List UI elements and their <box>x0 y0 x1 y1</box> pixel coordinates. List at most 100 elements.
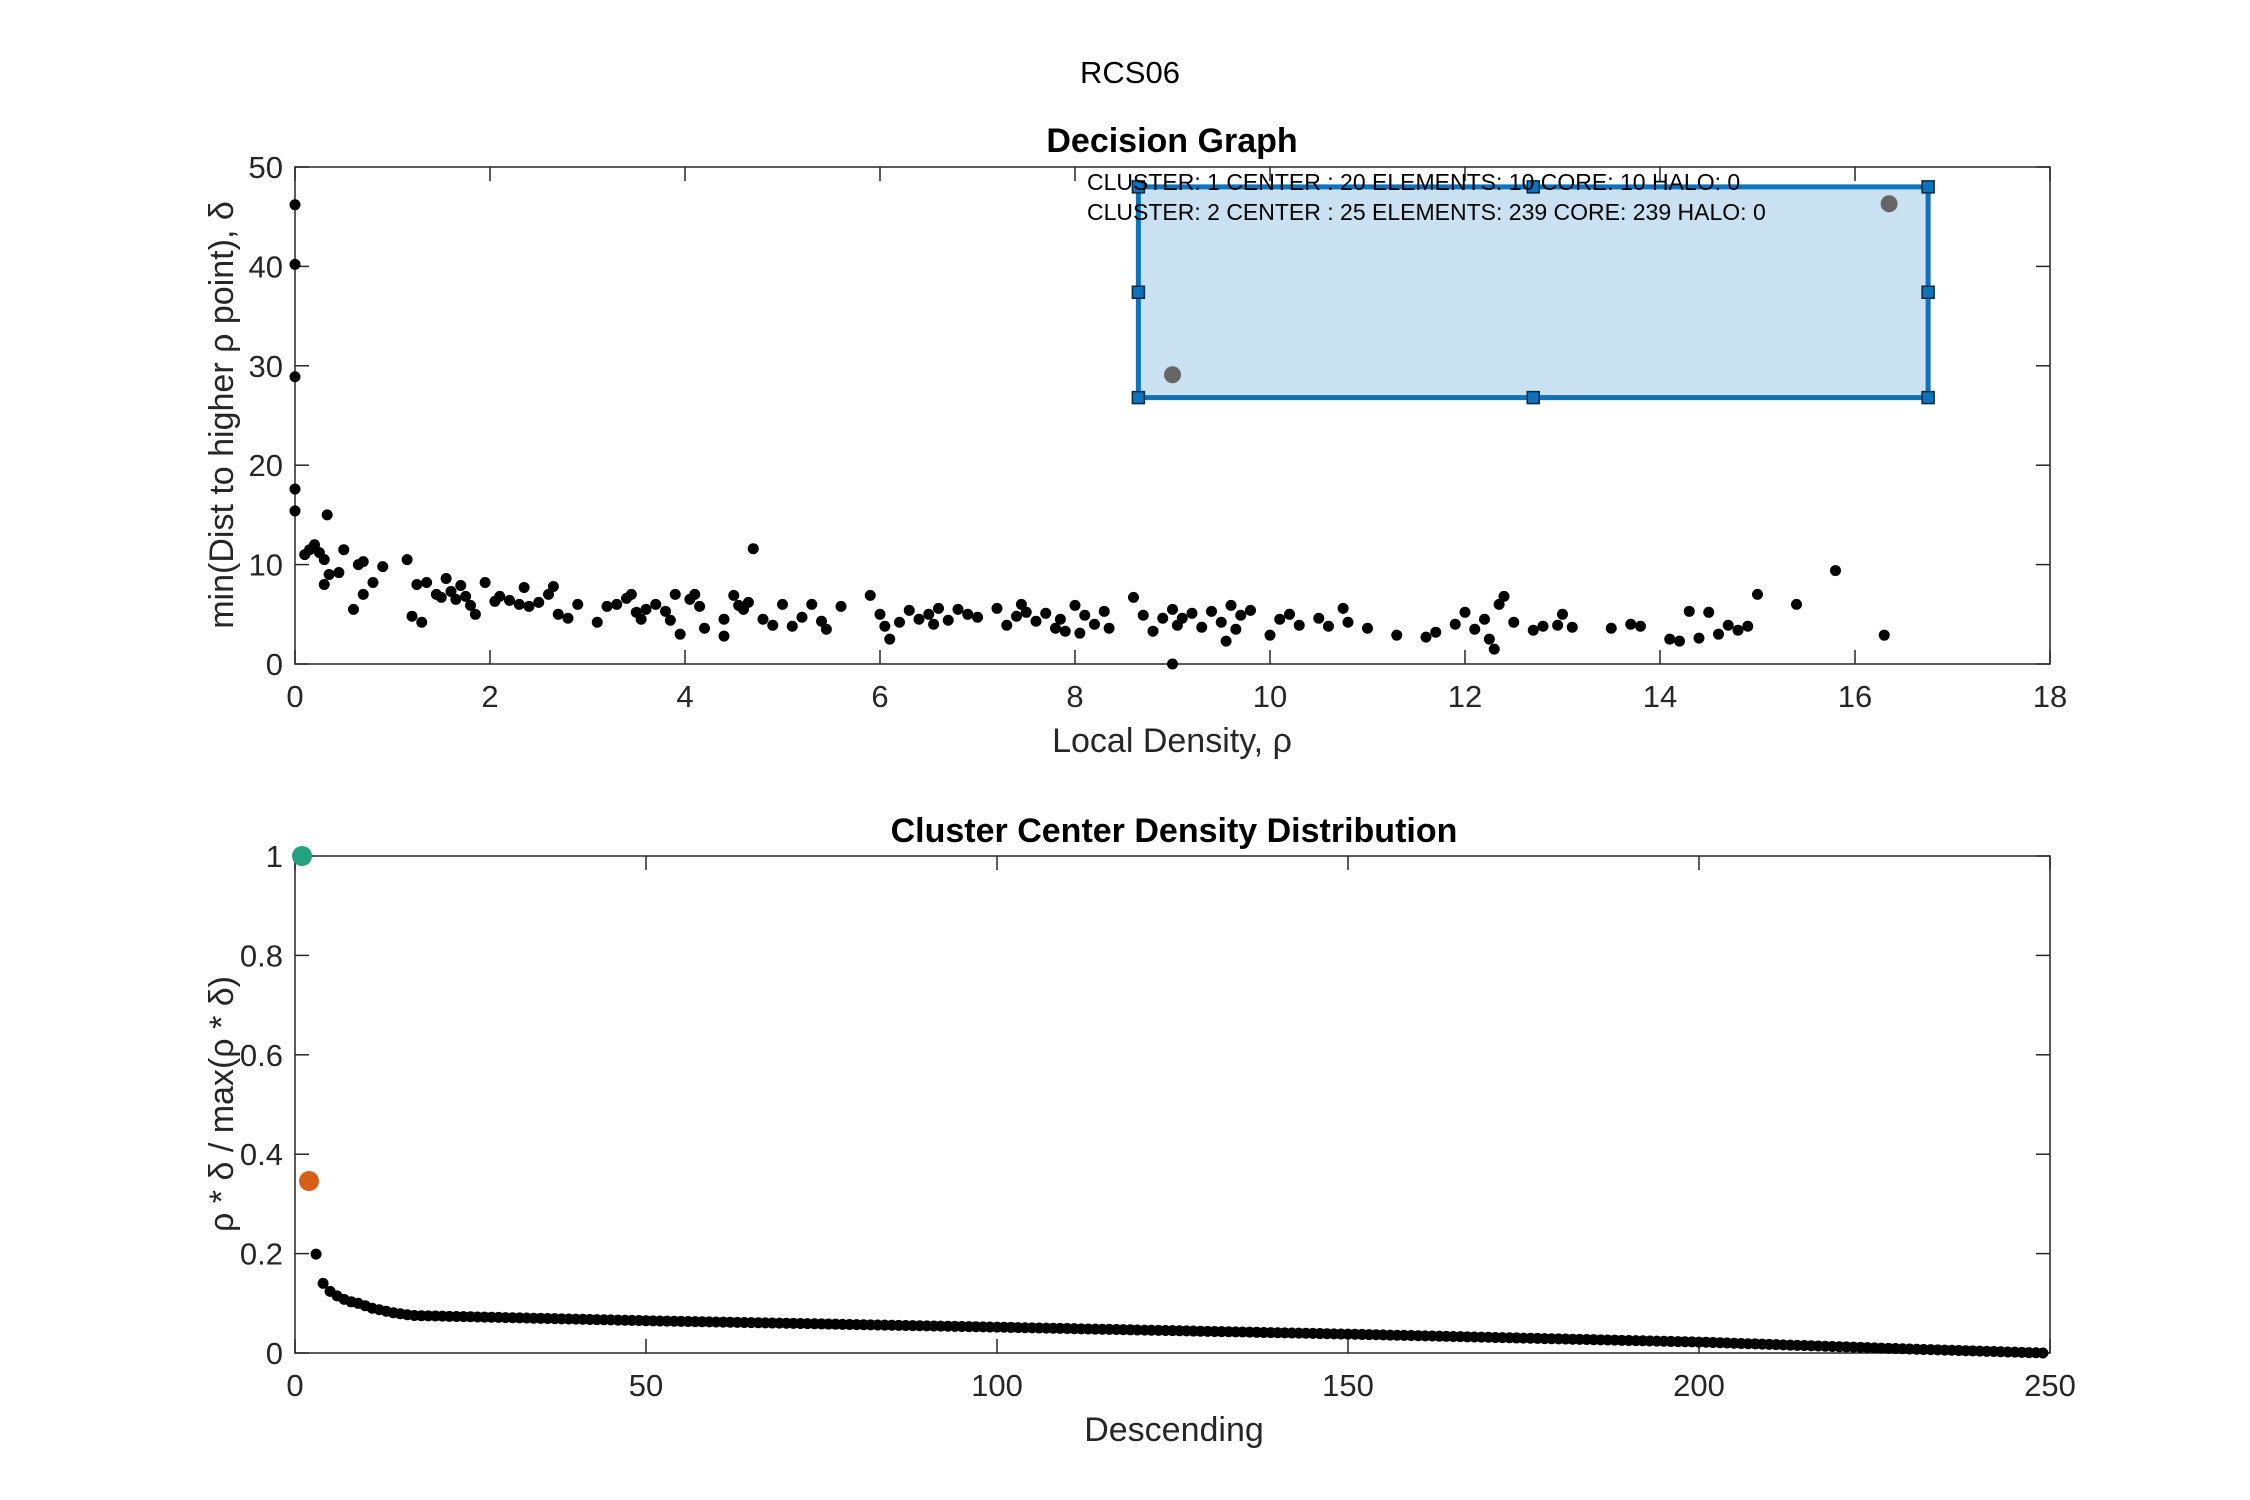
decision-graph-point <box>333 567 345 579</box>
density-distribution-point <box>2037 1347 2049 1359</box>
decision-graph-point <box>469 608 481 620</box>
decision-graph-point <box>962 608 974 620</box>
decision-graph-ylabel: min(Dist to higher ρ point), δ <box>203 201 241 629</box>
decision-graph-point <box>1128 591 1139 603</box>
decision-graph-point <box>1323 620 1334 632</box>
decision-graph-point <box>1479 613 1490 625</box>
decision-graph-point <box>504 594 515 606</box>
decision-graph-point <box>562 612 574 624</box>
decision-graph-point <box>445 585 457 597</box>
density-distribution-plot-area <box>294 855 2051 1354</box>
decision-graph-point <box>1167 658 1178 670</box>
decision-graph-point <box>1537 620 1549 632</box>
decision-graph-point <box>1220 635 1232 647</box>
density-distribution-ytick-label: 1 <box>266 839 283 874</box>
decision-graph-point <box>289 483 301 495</box>
decision-graph-point <box>435 591 447 603</box>
selection-resize-handle[interactable] <box>1526 180 1540 194</box>
decision-graph-xtick-label: 16 <box>1838 679 1872 714</box>
decision-graph-point <box>455 579 467 591</box>
decision-graph-title: Decision Graph <box>1046 122 1297 160</box>
decision-graph-point <box>913 613 925 625</box>
decision-graph-point <box>806 598 818 610</box>
decision-graph-point <box>1020 606 1032 618</box>
decision-graph-selected-points <box>1164 195 1898 384</box>
decision-graph-point <box>884 633 896 645</box>
cluster-1-annotation: CLUSTER: 1 CENTER : 20 ELEMENTS: 10 CORE… <box>1087 169 1740 195</box>
cluster-2-annotation: CLUSTER: 2 CENTER : 25 ELEMENTS: 239 COR… <box>1087 199 1766 225</box>
decision-graph-point <box>1362 622 1373 634</box>
selection-resize-handle[interactable] <box>1526 390 1540 405</box>
decision-graph-point <box>1508 616 1520 628</box>
decision-graph-point <box>1337 602 1349 614</box>
selection-resize-handle[interactable] <box>1921 285 1935 299</box>
decision-graph-point <box>879 620 891 632</box>
density-distribution-ylabel: ρ * δ / max(ρ * δ) <box>203 976 241 1232</box>
decision-graph-point <box>416 616 428 628</box>
decision-graph-point <box>694 600 706 612</box>
decision-graph-ytick-label: 50 <box>249 150 283 185</box>
decision-graph-point <box>874 608 886 620</box>
decision-graph-point <box>1147 625 1159 637</box>
decision-graph-point <box>664 614 676 626</box>
decision-graph-point <box>1635 620 1646 632</box>
selection-rectangle[interactable] <box>1135 184 1931 401</box>
decision-graph-point <box>1196 621 1208 633</box>
decision-graph-points <box>289 199 1890 670</box>
decision-graph-point <box>942 614 954 626</box>
density-distribution-xtick-label: 150 <box>1322 1368 1374 1403</box>
decision-graph-point <box>1674 635 1685 647</box>
decision-graph-point <box>1176 612 1188 624</box>
decision-graph-point <box>991 602 1003 614</box>
decision-graph-point <box>1420 631 1432 643</box>
decision-graph-point <box>338 544 350 556</box>
selection-resize-handle[interactable] <box>1921 180 1935 194</box>
decision-graph-point <box>718 630 730 642</box>
decision-graph-point <box>1206 605 1217 617</box>
density-distribution-ytick-label: 0.8 <box>240 938 283 973</box>
decision-graph-point <box>1552 619 1564 631</box>
decision-graph-point <box>1186 607 1198 619</box>
decision-graph-point <box>547 580 559 592</box>
decision-graph-ytick-label: 0 <box>266 647 283 682</box>
decision-graph-point <box>835 600 847 612</box>
decision-graph-point <box>928 618 940 630</box>
decision-graph-point <box>640 603 652 615</box>
density-distribution-xtick-label: 200 <box>1673 1368 1725 1403</box>
cluster-1-center-point <box>292 846 313 866</box>
selection-resize-handle[interactable] <box>1131 180 1146 194</box>
decision-graph-xtick-label: 14 <box>1643 679 1677 714</box>
decision-graph-point <box>1074 627 1086 639</box>
decision-graph-point <box>1015 598 1027 610</box>
decision-graph-point <box>611 598 623 610</box>
decision-graph-point <box>1683 605 1695 617</box>
decision-graph-point <box>796 611 808 623</box>
density-distribution-x-ticks: 0 50 100 150 200 250 <box>286 856 2076 1403</box>
selection-box[interactable] <box>1131 180 1935 405</box>
selection-resize-handle[interactable] <box>1921 390 1935 405</box>
decision-graph-point <box>1293 619 1305 631</box>
decision-graph-point <box>625 588 637 600</box>
density-distribution-point <box>310 1248 322 1260</box>
decision-graph-point <box>552 608 564 620</box>
density-distribution-y-ticks: 0 0.2 0.4 0.6 0.8 1 <box>240 839 2050 1371</box>
figure-suptitle: RCS06 <box>1080 55 1180 90</box>
density-distribution-ytick-label: 0.2 <box>240 1237 283 1272</box>
decision-graph-point <box>1527 624 1539 636</box>
decision-graph-point <box>1625 618 1637 630</box>
decision-graph-point <box>1054 613 1066 625</box>
decision-graph-point <box>952 603 964 615</box>
decision-graph-y-ticks: 0 10 20 30 40 50 <box>249 150 2050 682</box>
decision-graph-xtick-label: 10 <box>1253 679 1287 714</box>
decision-graph-point <box>1459 606 1471 618</box>
decision-graph-point <box>1137 609 1149 621</box>
decision-graph-point <box>1030 615 1042 627</box>
selection-resize-handle[interactable] <box>1131 285 1146 299</box>
density-distribution-axes: Cluster Center Density Distribution 0 50 1… <box>203 812 2076 1449</box>
decision-graph-point <box>543 588 554 600</box>
decision-graph-point <box>1557 608 1568 620</box>
decision-graph-point <box>533 596 545 608</box>
decision-graph-point <box>357 556 369 568</box>
selection-resize-handle[interactable] <box>1131 390 1146 405</box>
decision-graph-point <box>728 589 740 601</box>
